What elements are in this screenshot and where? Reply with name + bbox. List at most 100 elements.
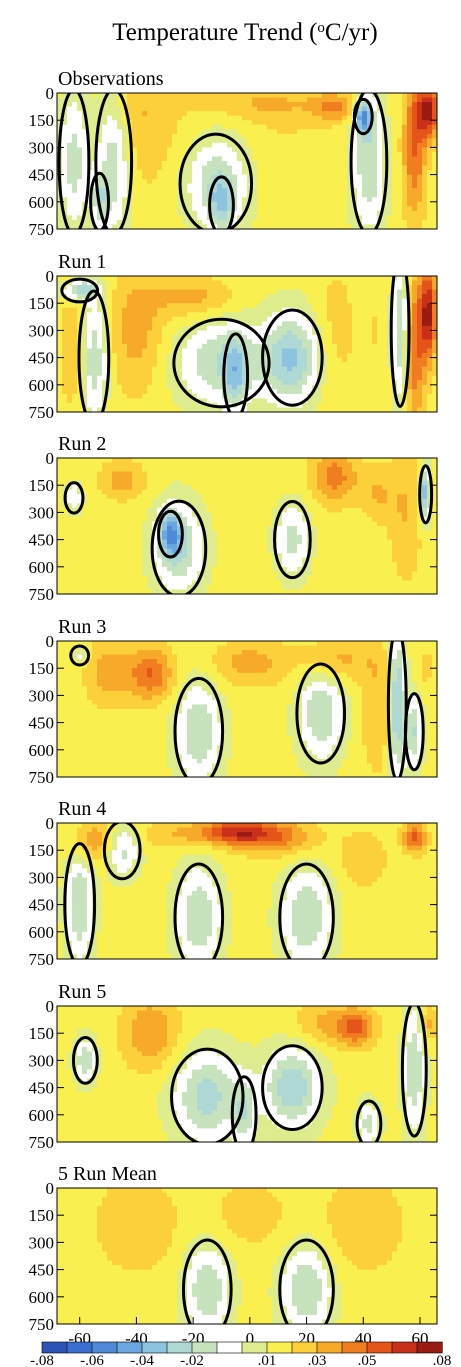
field-cell: [197, 458, 203, 464]
field-cell: [307, 156, 313, 162]
field-cell: [112, 467, 118, 473]
field-cell: [312, 133, 318, 139]
field-cell: [152, 120, 158, 126]
field-cell: [187, 476, 193, 482]
field-cell: [362, 206, 368, 212]
field-cell: [167, 330, 173, 336]
field-cell: [412, 93, 418, 99]
field-cell: [117, 174, 123, 180]
field-cell: [227, 476, 233, 482]
field-cell: [157, 219, 163, 226]
field-cell: [377, 476, 383, 482]
field-cell: [207, 111, 213, 117]
field-cell: [417, 215, 423, 221]
field-cell: [237, 276, 243, 282]
field-cell: [417, 276, 423, 282]
field-cell: [242, 307, 248, 313]
field-cell: [192, 206, 198, 212]
field-cell: [187, 188, 193, 194]
field-cell: [362, 147, 368, 153]
field-cell: [317, 316, 323, 322]
field-cell: [432, 316, 437, 322]
field-cell: [172, 102, 178, 108]
field-cell: [197, 161, 203, 167]
field-cell: [427, 339, 433, 345]
field-cell: [62, 206, 68, 212]
field-cell: [192, 93, 198, 99]
field-cell: [87, 375, 93, 381]
field-cell: [407, 366, 413, 372]
field-cell: [132, 206, 138, 212]
field-cell: [67, 471, 73, 477]
field-cell: [212, 389, 218, 395]
field-cell: [182, 111, 188, 117]
field-cell: [82, 316, 88, 322]
field-cell: [412, 142, 418, 148]
field-cell: [202, 215, 208, 221]
field-cell: [87, 97, 93, 103]
field-cell: [267, 138, 273, 144]
field-cell: [412, 276, 418, 282]
field-cell: [362, 133, 368, 139]
field-cell: [262, 124, 268, 130]
field-cell: [92, 393, 98, 399]
field-cell: [137, 161, 143, 167]
field-cell: [112, 138, 118, 144]
field-cell: [432, 371, 437, 377]
field-cell: [367, 276, 373, 282]
field-cell: [322, 174, 328, 180]
field-cell: [337, 197, 343, 203]
field-cell: [382, 111, 388, 117]
field-cell: [337, 389, 343, 395]
field-cell: [287, 384, 293, 390]
field-cell: [207, 124, 213, 130]
field-cell: [57, 298, 63, 304]
field-cell: [172, 316, 178, 322]
field-cell: [222, 458, 228, 464]
field-cell: [222, 138, 228, 144]
field-cell: [282, 476, 288, 482]
field-cell: [182, 398, 188, 404]
field-cell: [412, 192, 418, 198]
field-cell: [327, 210, 333, 216]
field-cell: [227, 188, 233, 194]
field-cell: [317, 165, 323, 171]
field-cell: [122, 133, 128, 139]
field-cell: [252, 147, 258, 153]
field-cell: [252, 179, 258, 185]
field-cell: [202, 371, 208, 377]
field-cell: [192, 156, 198, 162]
field-cell: [397, 294, 403, 300]
field-cell: [122, 312, 128, 318]
field-cell: [247, 120, 253, 126]
field-cell: [202, 462, 208, 468]
field-cell: [102, 366, 108, 372]
field-cell: [112, 357, 118, 363]
field-cell: [62, 375, 68, 381]
field-cell: [157, 97, 163, 103]
field-cell: [307, 366, 313, 372]
field-cell: [152, 156, 158, 162]
field-cell: [152, 307, 158, 313]
field-cell: [142, 384, 148, 390]
field-cell: [422, 276, 428, 282]
field-cell: [182, 170, 188, 176]
field-cell: [307, 398, 313, 404]
field-cell: [422, 458, 428, 464]
field-cell: [97, 285, 103, 291]
field-cell: [102, 170, 108, 176]
field-cell: [387, 188, 393, 194]
field-cell: [402, 165, 408, 171]
field-cell: [352, 280, 358, 286]
field-cell: [257, 276, 263, 282]
field-cell: [372, 393, 378, 399]
field-cell: [147, 115, 153, 121]
field-cell: [382, 348, 388, 354]
field-cell: [367, 384, 373, 390]
field-cell: [422, 147, 428, 153]
field-cell: [67, 384, 73, 390]
field-cell: [137, 120, 143, 126]
field-cell: [117, 407, 123, 412]
field-cell: [397, 353, 403, 359]
field-cell: [232, 147, 238, 153]
